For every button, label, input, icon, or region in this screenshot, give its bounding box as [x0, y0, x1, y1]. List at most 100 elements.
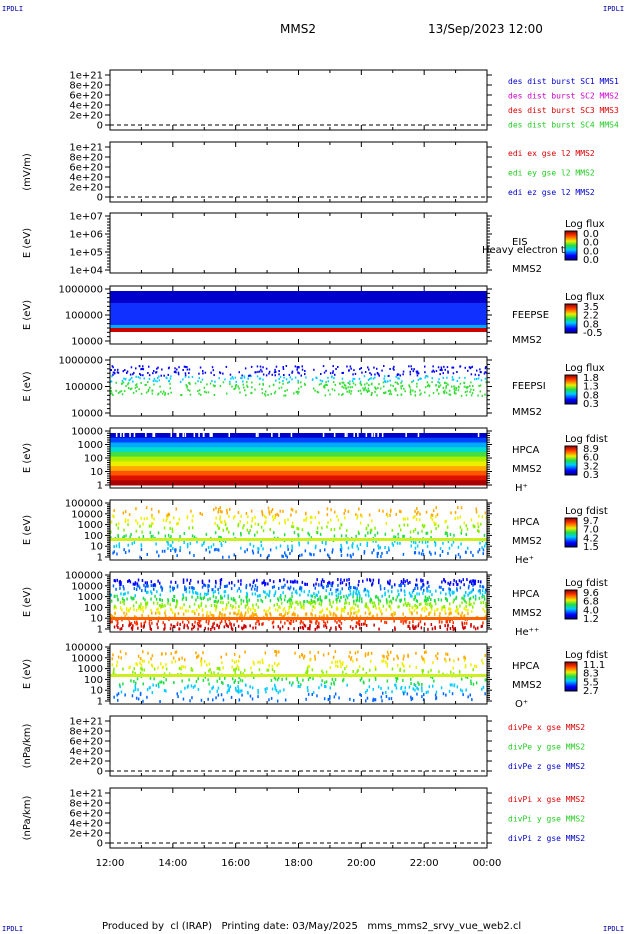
hpca_hepp-pixel	[329, 603, 331, 606]
hpca_hepp-pixel	[472, 583, 474, 587]
feepsi-pixel	[126, 372, 128, 374]
feepsi-pixel	[254, 371, 256, 374]
hpca_hepp-pixel	[310, 594, 312, 598]
hpca_o-pixel	[339, 661, 342, 665]
feepsi-pixel	[265, 390, 267, 393]
hpca_hepp-pixel	[335, 614, 338, 618]
hpca_o-pixel	[345, 664, 348, 668]
y-axis-label: E (eV)	[22, 515, 33, 545]
hpca_hepp-pixel	[456, 583, 458, 587]
feepsi-pixel	[239, 391, 241, 394]
hpca_he-pixel	[179, 535, 181, 538]
feepsi-pixel	[378, 374, 380, 377]
hpca_he-pixel	[451, 543, 453, 547]
hpca_hepp-pixel	[413, 609, 416, 612]
feepsi-pixel	[368, 378, 371, 380]
feepsi-pixel	[463, 385, 466, 388]
hpca-h-band	[110, 456, 487, 462]
hpca_o-pixel	[333, 682, 335, 686]
instrument-label: O⁺	[515, 699, 528, 710]
instrument-label: MMS2	[512, 264, 542, 275]
hpca_he-pixel	[298, 543, 301, 547]
hpca_hepp-pixel	[205, 604, 207, 608]
hpca_hepp-pixel	[438, 615, 441, 618]
hpca_hepp-pixel	[359, 594, 361, 598]
hpca_he-pixel	[201, 512, 203, 516]
hpca_o-pixel	[425, 691, 428, 694]
hpca_hepp-pixel	[309, 627, 311, 631]
colorbar-tick-label: 2.7	[583, 686, 599, 697]
feepsi-pixel	[275, 365, 278, 368]
hpca_o-pixel	[162, 665, 164, 669]
hpca_hepp-pixel	[465, 601, 468, 604]
hpca_o-pixel	[120, 690, 123, 694]
hpca_he-pixel	[394, 539, 396, 543]
hpca_he-pixel	[228, 555, 230, 559]
hpca_o-pixel	[146, 695, 148, 699]
feepsi-pixel	[444, 389, 446, 392]
feepsi-pixel	[342, 371, 344, 374]
hpca_he-pixel	[439, 553, 441, 557]
hpca_he-pixel	[166, 514, 168, 517]
hpca_hepp-pixel	[337, 588, 339, 592]
feepsi-pixel	[410, 389, 412, 392]
hpca_hepp-pixel	[460, 614, 462, 618]
hpca_hepp-pixel	[125, 607, 128, 611]
hpca_he-pixel	[110, 530, 112, 534]
hpca_hepp-pixel	[150, 580, 153, 584]
hpca_he-pixel	[156, 550, 158, 554]
hpca_he-pixel	[357, 547, 360, 551]
hpca_hepp-pixel	[214, 604, 216, 607]
hpca_hepp-pixel	[216, 601, 218, 605]
feepsi-pixel	[370, 377, 372, 380]
hpca_hepp-pixel	[344, 605, 346, 609]
hpca_o-pixel	[396, 677, 399, 680]
hpca_he-pixel	[157, 531, 160, 535]
y-tick-label: 1	[97, 481, 103, 492]
feepsi-pixel	[130, 376, 133, 379]
hpca_hepp-pixel	[449, 627, 452, 630]
hpca_he-pixel	[246, 548, 248, 552]
hpca_he-pixel	[475, 507, 477, 511]
y-tick-label: 8e+20	[69, 799, 103, 810]
hpca_o-pixel	[222, 698, 225, 702]
hpca_hepp-pixel	[349, 625, 352, 629]
hpca_he-pixel	[254, 533, 256, 537]
hpca_o-pixel	[139, 693, 142, 697]
hpca_hepp-pixel	[229, 611, 231, 615]
feepsi-pixel	[153, 383, 155, 386]
hpca_hepp-pixel	[296, 591, 298, 595]
panel-frame	[109, 212, 488, 274]
hpca_he-pixel	[268, 512, 271, 516]
hpca_he-pixel	[303, 518, 305, 522]
hpca_hepp-pixel	[448, 612, 450, 616]
hpca_o-pixel	[204, 671, 206, 675]
footer-text: Produced by cl (IRAP) Printing date: 03/…	[102, 921, 521, 932]
hpca_o-pixel	[463, 658, 466, 662]
hpca_hepp-pixel	[330, 584, 333, 588]
hpca_hepp-pixel	[452, 600, 455, 604]
hpca_hepp-pixel	[439, 625, 441, 629]
hpca_o-pixel	[372, 687, 374, 691]
hpca_hepp-pixel	[176, 600, 179, 604]
feepsi-pixel	[161, 392, 164, 395]
hpca_o-pixel	[209, 668, 211, 671]
hpca_hepp-pixel	[414, 604, 416, 607]
hpca_he-pixel	[418, 540, 421, 543]
hpca_hepp-pixel	[219, 580, 222, 584]
feepsi-pixel	[383, 377, 385, 380]
feepsi-pixel	[453, 390, 456, 393]
hpca_he-pixel	[407, 523, 409, 527]
hpca_hepp-pixel	[112, 584, 115, 588]
hpca_o-pixel	[176, 692, 178, 696]
feepsi-pixel	[455, 392, 457, 395]
feepsi-pixel	[400, 381, 402, 384]
hpca_hepp-pixel	[155, 597, 158, 601]
x-tick-label: 00:00	[473, 858, 502, 869]
hpca_hepp-pixel	[157, 579, 159, 583]
hpca_hepp-pixel	[354, 586, 356, 590]
hpca_hepp-pixel	[317, 590, 320, 594]
hpca_hepp-pixel	[193, 610, 195, 613]
hpca_o-pixel	[234, 679, 236, 683]
hpca_he-pixel	[361, 514, 363, 518]
